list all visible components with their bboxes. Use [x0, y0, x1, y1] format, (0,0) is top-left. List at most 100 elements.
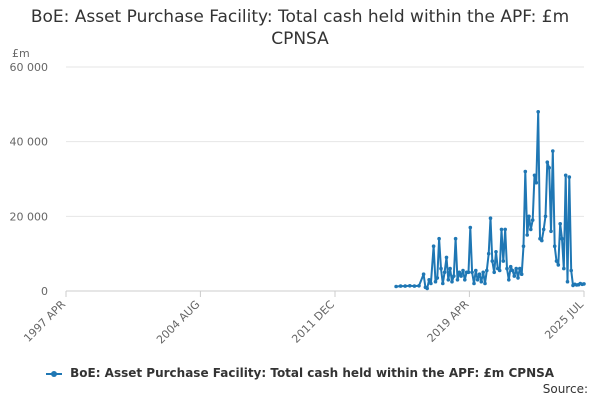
x-axis-ticks: 1997 APR 2004 AUG 2011 DEC 2019 APR 2025 JUL [21, 291, 587, 346]
y-axis-ticks: 0 20 000 40 000 60 000 [10, 61, 49, 298]
data-point[interactable] [481, 270, 486, 275]
data-point[interactable] [427, 278, 431, 282]
data-point[interactable] [518, 266, 522, 271]
data-point[interactable] [545, 160, 550, 164]
data-point[interactable] [552, 244, 557, 248]
data-point[interactable] [516, 276, 520, 280]
data-point[interactable] [503, 227, 508, 232]
data-point[interactable] [442, 270, 447, 275]
data-point[interactable] [560, 236, 564, 241]
data-point[interactable] [475, 278, 480, 282]
data-point[interactable] [425, 286, 430, 291]
data-point[interactable] [521, 244, 526, 248]
data-point[interactable] [435, 276, 440, 280]
data-point[interactable] [444, 255, 449, 260]
data-point[interactable] [514, 266, 518, 271]
grid-lines [66, 66, 584, 292]
data-point[interactable] [474, 268, 478, 273]
data-point[interactable] [492, 270, 497, 275]
data-point[interactable] [479, 279, 484, 284]
y-axis-label: £m [12, 47, 30, 60]
data-point[interactable] [530, 218, 535, 222]
data-point[interactable] [501, 259, 506, 263]
data-point[interactable] [523, 169, 528, 174]
data-point[interactable] [554, 259, 559, 263]
data-point[interactable] [463, 278, 467, 282]
data-point[interactable] [468, 225, 473, 230]
data-point[interactable] [403, 284, 408, 288]
data-point[interactable] [505, 266, 509, 271]
data-point[interactable] [452, 274, 456, 278]
x-tick-label: 2019 APR [425, 298, 472, 345]
data-point[interactable] [567, 175, 572, 179]
data-point[interactable] [551, 149, 555, 153]
data-point[interactable] [433, 279, 438, 284]
data-point[interactable] [417, 284, 421, 288]
data-point[interactable] [412, 284, 417, 288]
data-point[interactable] [453, 236, 458, 241]
data-point[interactable] [507, 278, 511, 282]
data-point[interactable] [547, 166, 551, 170]
data-point[interactable] [508, 264, 513, 269]
data-point[interactable] [483, 281, 487, 286]
data-point[interactable] [446, 278, 451, 282]
data-point[interactable] [556, 263, 561, 267]
y-tick-label: 40 000 [10, 136, 49, 149]
data-point[interactable] [519, 272, 524, 277]
chart-title: BoE: Asset Purchase Facility: Total cash… [30, 7, 570, 49]
data-point[interactable] [549, 229, 553, 234]
data-point[interactable] [441, 281, 445, 286]
data-point[interactable] [485, 268, 489, 273]
data-point[interactable] [582, 282, 586, 286]
data-point[interactable] [431, 244, 436, 248]
data-point[interactable] [563, 173, 568, 178]
x-tick-label: 2025 JUL [542, 297, 586, 341]
data-point[interactable] [408, 284, 412, 288]
data-point[interactable] [486, 251, 491, 256]
data-point[interactable] [472, 281, 476, 286]
source-label: Source: [542, 382, 588, 396]
data-point[interactable] [529, 227, 533, 232]
data-point[interactable] [477, 272, 482, 277]
data-point[interactable] [488, 216, 493, 220]
legend[interactable]: BoE: Asset Purchase Facility: Total cash… [0, 366, 600, 380]
data-point[interactable] [490, 259, 495, 263]
data-point[interactable] [461, 268, 465, 273]
data-point[interactable] [565, 279, 570, 284]
data-point[interactable] [450, 279, 454, 284]
data-point[interactable] [510, 268, 515, 273]
data-point[interactable] [534, 180, 539, 185]
data-point[interactable] [540, 238, 544, 243]
y-tick-label: 0 [41, 285, 48, 298]
data-point[interactable] [512, 274, 517, 278]
data-point[interactable] [569, 268, 573, 273]
x-tick-label: 2011 DEC [289, 298, 337, 346]
data-point[interactable] [398, 284, 403, 288]
data-point[interactable] [494, 250, 498, 254]
data-point[interactable] [527, 214, 531, 219]
data-point[interactable] [562, 266, 566, 271]
data-point[interactable] [541, 227, 546, 232]
data-point[interactable] [439, 266, 443, 271]
data-point[interactable] [543, 214, 548, 219]
data-point[interactable] [421, 272, 426, 277]
data-point[interactable] [437, 236, 441, 241]
series-group [394, 110, 586, 291]
data-point[interactable] [536, 110, 540, 114]
data-point[interactable] [448, 266, 452, 271]
data-point[interactable] [558, 222, 562, 226]
data-point[interactable] [499, 227, 504, 232]
data-point[interactable] [532, 173, 537, 178]
data-point[interactable] [525, 233, 529, 237]
legend-line-icon [45, 369, 62, 379]
x-tick-label: 1997 APR [21, 298, 68, 345]
data-point[interactable] [429, 281, 433, 286]
data-point[interactable] [457, 270, 462, 275]
data-point[interactable] [455, 278, 460, 282]
data-point[interactable] [466, 270, 471, 275]
data-point[interactable] [394, 284, 398, 289]
data-point[interactable] [459, 274, 463, 278]
data-point[interactable] [497, 268, 502, 273]
data-point[interactable] [470, 270, 474, 275]
